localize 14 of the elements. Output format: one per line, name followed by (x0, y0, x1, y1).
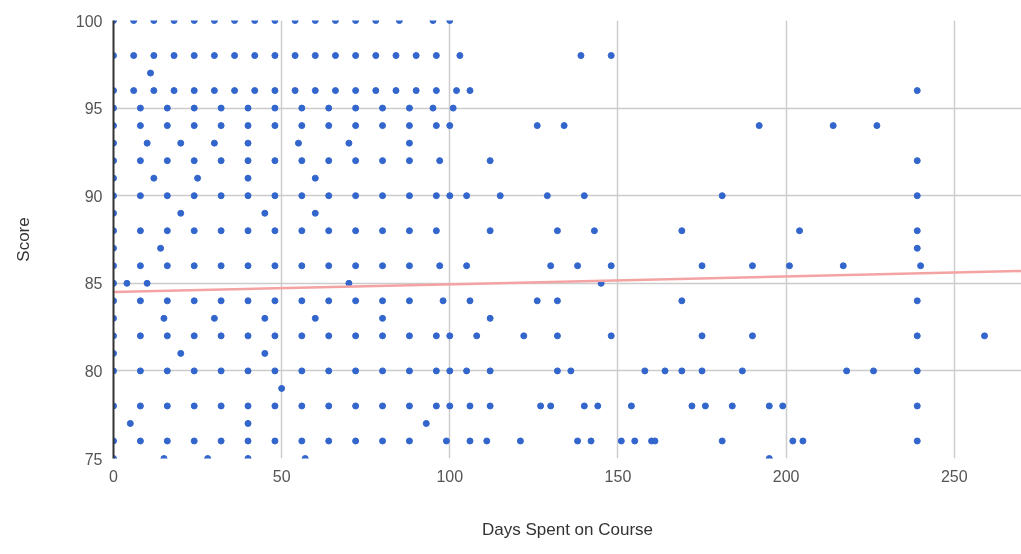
y-tick-label: 95 (84, 100, 103, 118)
y-tick-label: 80 (84, 362, 103, 380)
y-tick-label: 90 (84, 187, 103, 205)
x-tick-label: 50 (272, 467, 291, 485)
y-tick-label: 85 (84, 275, 103, 293)
y-axis-title: Score (13, 217, 33, 262)
x-tick-label: 250 (940, 467, 968, 485)
y-tick-label: 75 (84, 450, 103, 468)
x-tick-label: 100 (436, 467, 464, 485)
x-tick-label: 150 (604, 467, 632, 485)
x-tick-label: 0 (109, 467, 119, 485)
x-tick-label: 200 (772, 467, 800, 485)
y-tick-label: 100 (75, 12, 103, 30)
x-axis-title: Days Spent on Course (481, 519, 654, 539)
